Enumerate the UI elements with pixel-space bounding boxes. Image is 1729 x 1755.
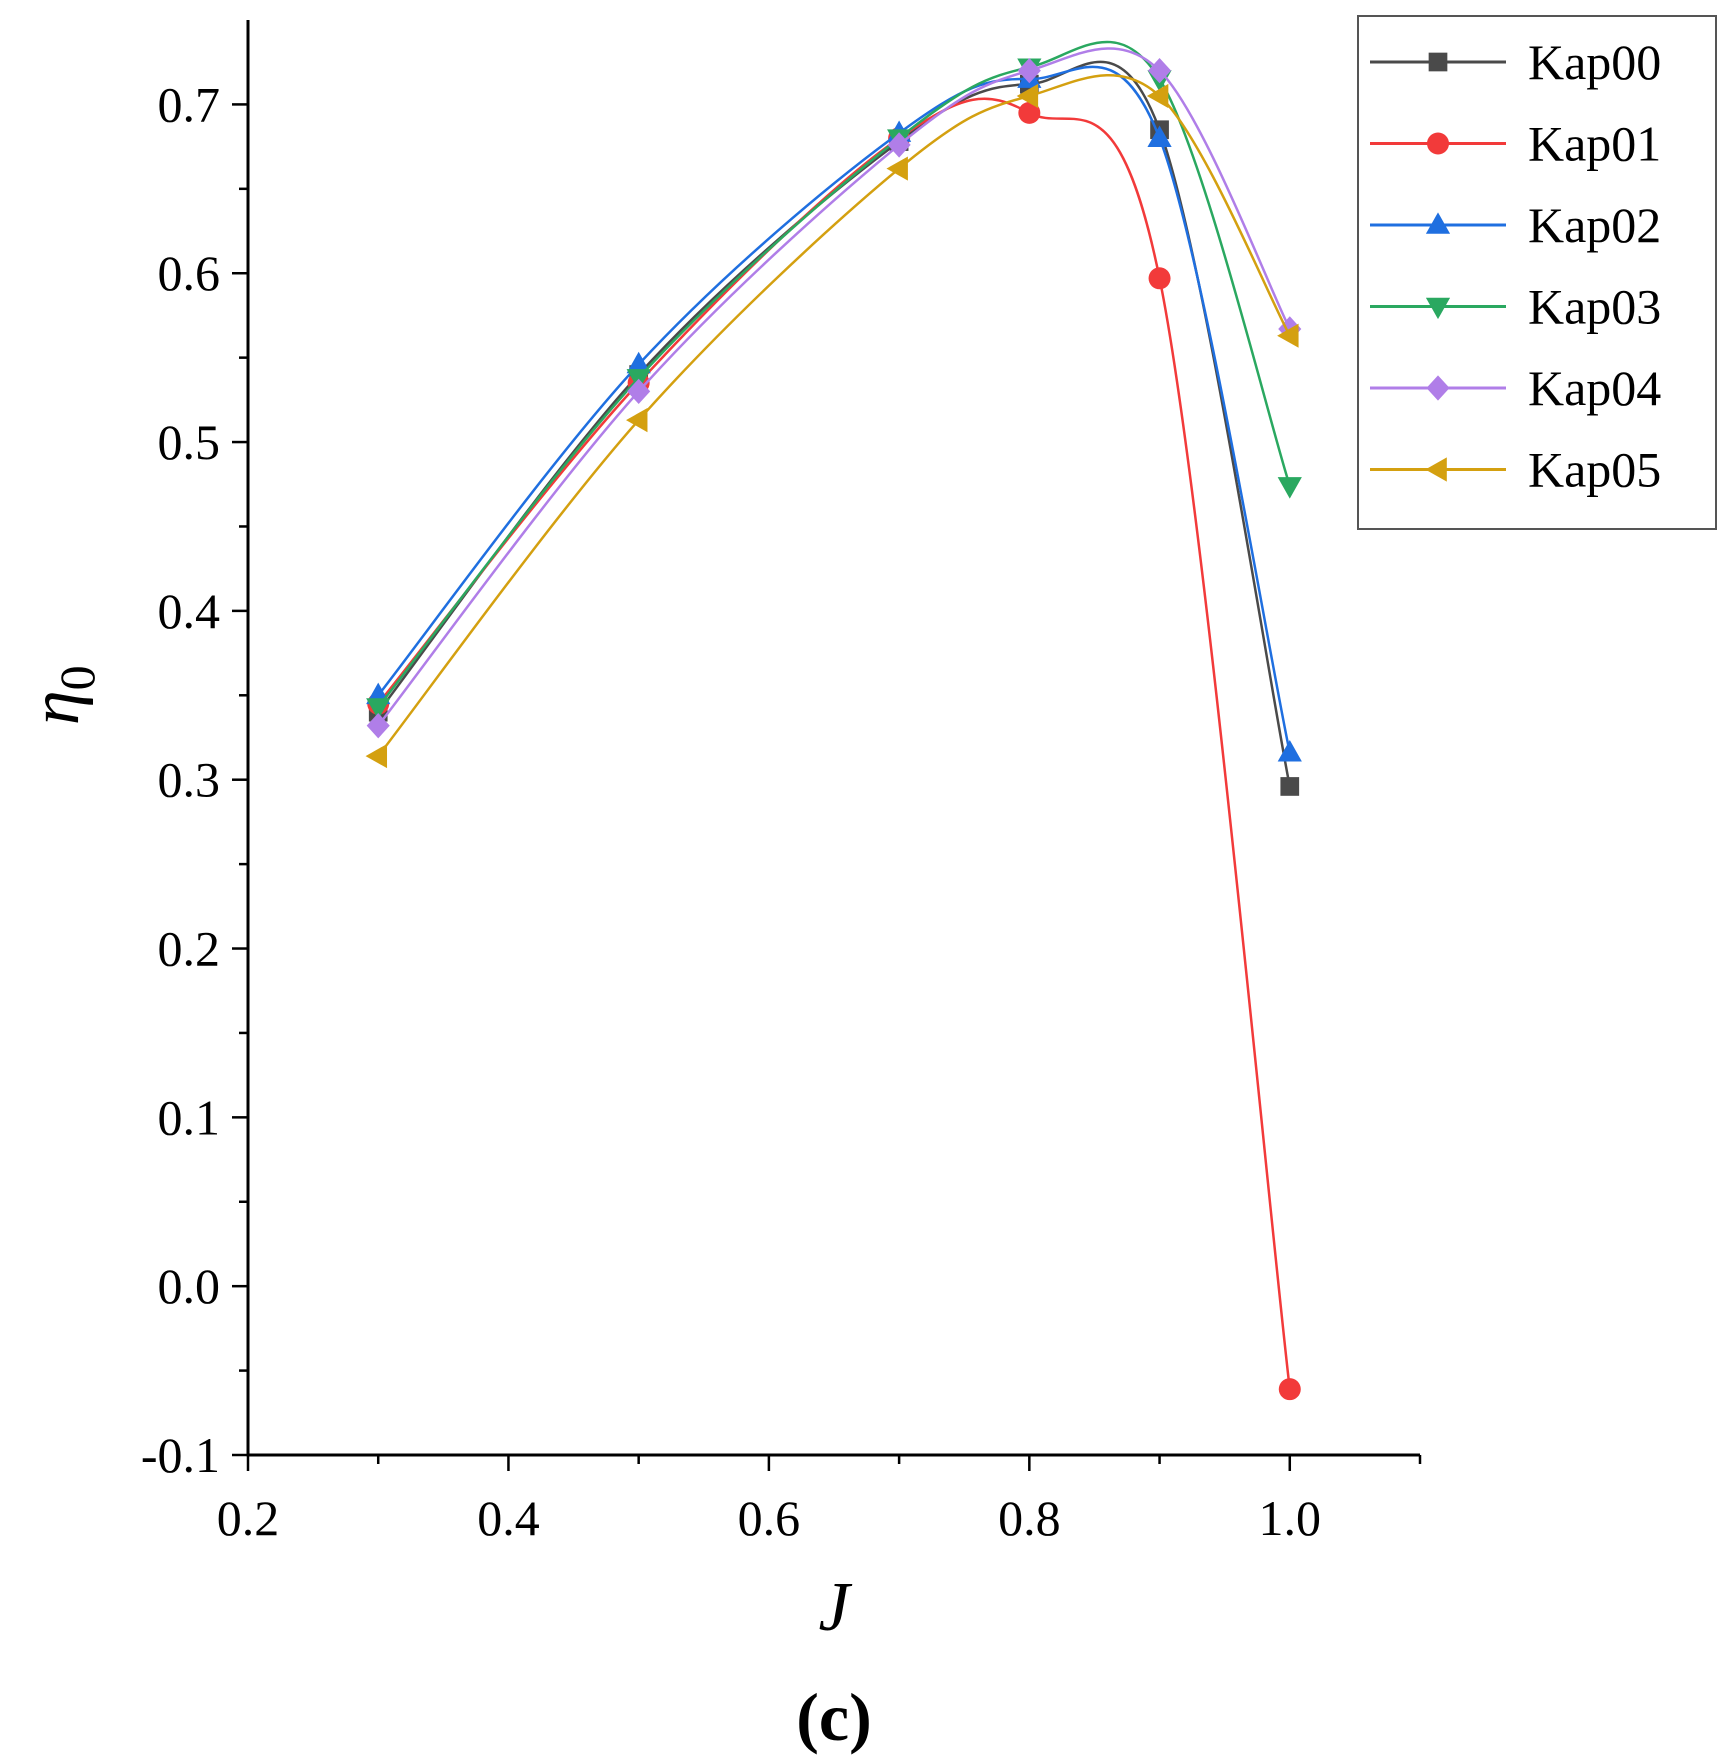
x-tick-label: 0.4	[477, 1490, 540, 1546]
y-axis-title-main: η	[17, 690, 94, 725]
data-point-kap04	[1148, 57, 1172, 84]
y-tick-label: 0.2	[158, 921, 221, 977]
data-point-kap03	[366, 698, 391, 720]
series-line-kap04	[377, 47, 1291, 727]
data-point-kap05	[626, 408, 648, 433]
y-tick-label: 0.0	[158, 1258, 221, 1314]
legend-entry-kap05: Kap05	[1370, 442, 1661, 498]
legend-entry-kap03: Kap03	[1370, 279, 1661, 335]
data-point-kap05	[1277, 323, 1299, 348]
data-point-kap00	[1280, 777, 1300, 796]
legend-box	[1357, 15, 1717, 530]
legend-marker	[1425, 457, 1447, 482]
y-tick-label: 0.7	[158, 76, 221, 132]
axes: 0.2 0.4 0.6 0.8 1.0 -0.1 0.0 0.1 0.2 0.3 0.4 0.5 0.6…	[141, 20, 1422, 1546]
legend-marker	[1426, 375, 1450, 401]
y-tick-label: 0.3	[158, 752, 221, 808]
y-tick-label: 0.5	[158, 414, 221, 470]
legend-label: Kap04	[1528, 360, 1661, 416]
y-tick-label: 0.1	[158, 1089, 221, 1145]
data-point-kap01	[1148, 267, 1171, 290]
data-point-kap05	[886, 156, 908, 181]
x-tick-label: 0.2	[217, 1490, 280, 1546]
data-point-kap01	[1278, 1378, 1301, 1401]
x-tick-label: 1.0	[1259, 1490, 1322, 1546]
series-line-kap02	[377, 65, 1292, 753]
data-point-kap04	[366, 713, 390, 739]
legend-entry-kap00: Kap00	[1370, 34, 1661, 90]
data-point-kap05	[1016, 83, 1039, 109]
legend-marker	[1425, 297, 1451, 320]
legend-label: Kap01	[1528, 116, 1661, 172]
y-axis-title: η0	[17, 665, 105, 725]
y-tick-label: 0.4	[158, 583, 221, 639]
legend-label: Kap02	[1528, 197, 1661, 253]
series-line-kap01	[377, 97, 1292, 1390]
series-line-kap05	[377, 73, 1291, 757]
series-layer	[365, 40, 1302, 1401]
series-kap02	[366, 65, 1302, 762]
legend-marker	[1427, 132, 1449, 155]
legend-marker	[1428, 52, 1448, 72]
data-point-kap01	[1018, 101, 1041, 124]
data-point-kap02	[626, 351, 651, 374]
legend-label: Kap03	[1528, 279, 1661, 335]
data-point-kap02	[1277, 740, 1302, 762]
x-tick-label: 0.6	[738, 1490, 801, 1546]
legend-entry-kap02: Kap02	[1370, 197, 1661, 253]
y-axis-title-subscript: 0	[49, 665, 105, 690]
figure-caption: (c)	[796, 1679, 871, 1755]
data-point-kap04	[627, 378, 651, 405]
series-line-kap03	[377, 40, 1291, 708]
legend-entry-kap01: Kap01	[1370, 116, 1661, 172]
legend-label: Kap00	[1528, 34, 1661, 90]
series-kap01	[367, 97, 1301, 1401]
data-point-kap04	[1017, 57, 1041, 84]
x-axis-title: J	[818, 1569, 852, 1646]
data-point-kap04	[887, 132, 911, 158]
data-point-kap02	[1147, 125, 1172, 147]
data-point-kap03	[1277, 477, 1302, 499]
data-point-kap05	[1146, 83, 1169, 109]
legend-entry-kap04: Kap04	[1370, 360, 1661, 416]
series-line-kap00	[377, 60, 1292, 787]
x-tick-label: 0.8	[998, 1490, 1061, 1546]
series-kap04	[366, 47, 1302, 739]
series-kap00	[368, 60, 1300, 796]
y-tick-label: -0.1	[141, 1427, 220, 1483]
legend: Kap00 Kap01 Kap02 Kap03 Kap04 Kap05	[1357, 15, 1717, 530]
series-kap05	[365, 73, 1299, 769]
data-point-kap05	[365, 743, 388, 769]
legend-label: Kap05	[1528, 442, 1661, 498]
y-tick-label: 0.6	[158, 245, 221, 301]
legend-marker	[1425, 212, 1451, 234]
